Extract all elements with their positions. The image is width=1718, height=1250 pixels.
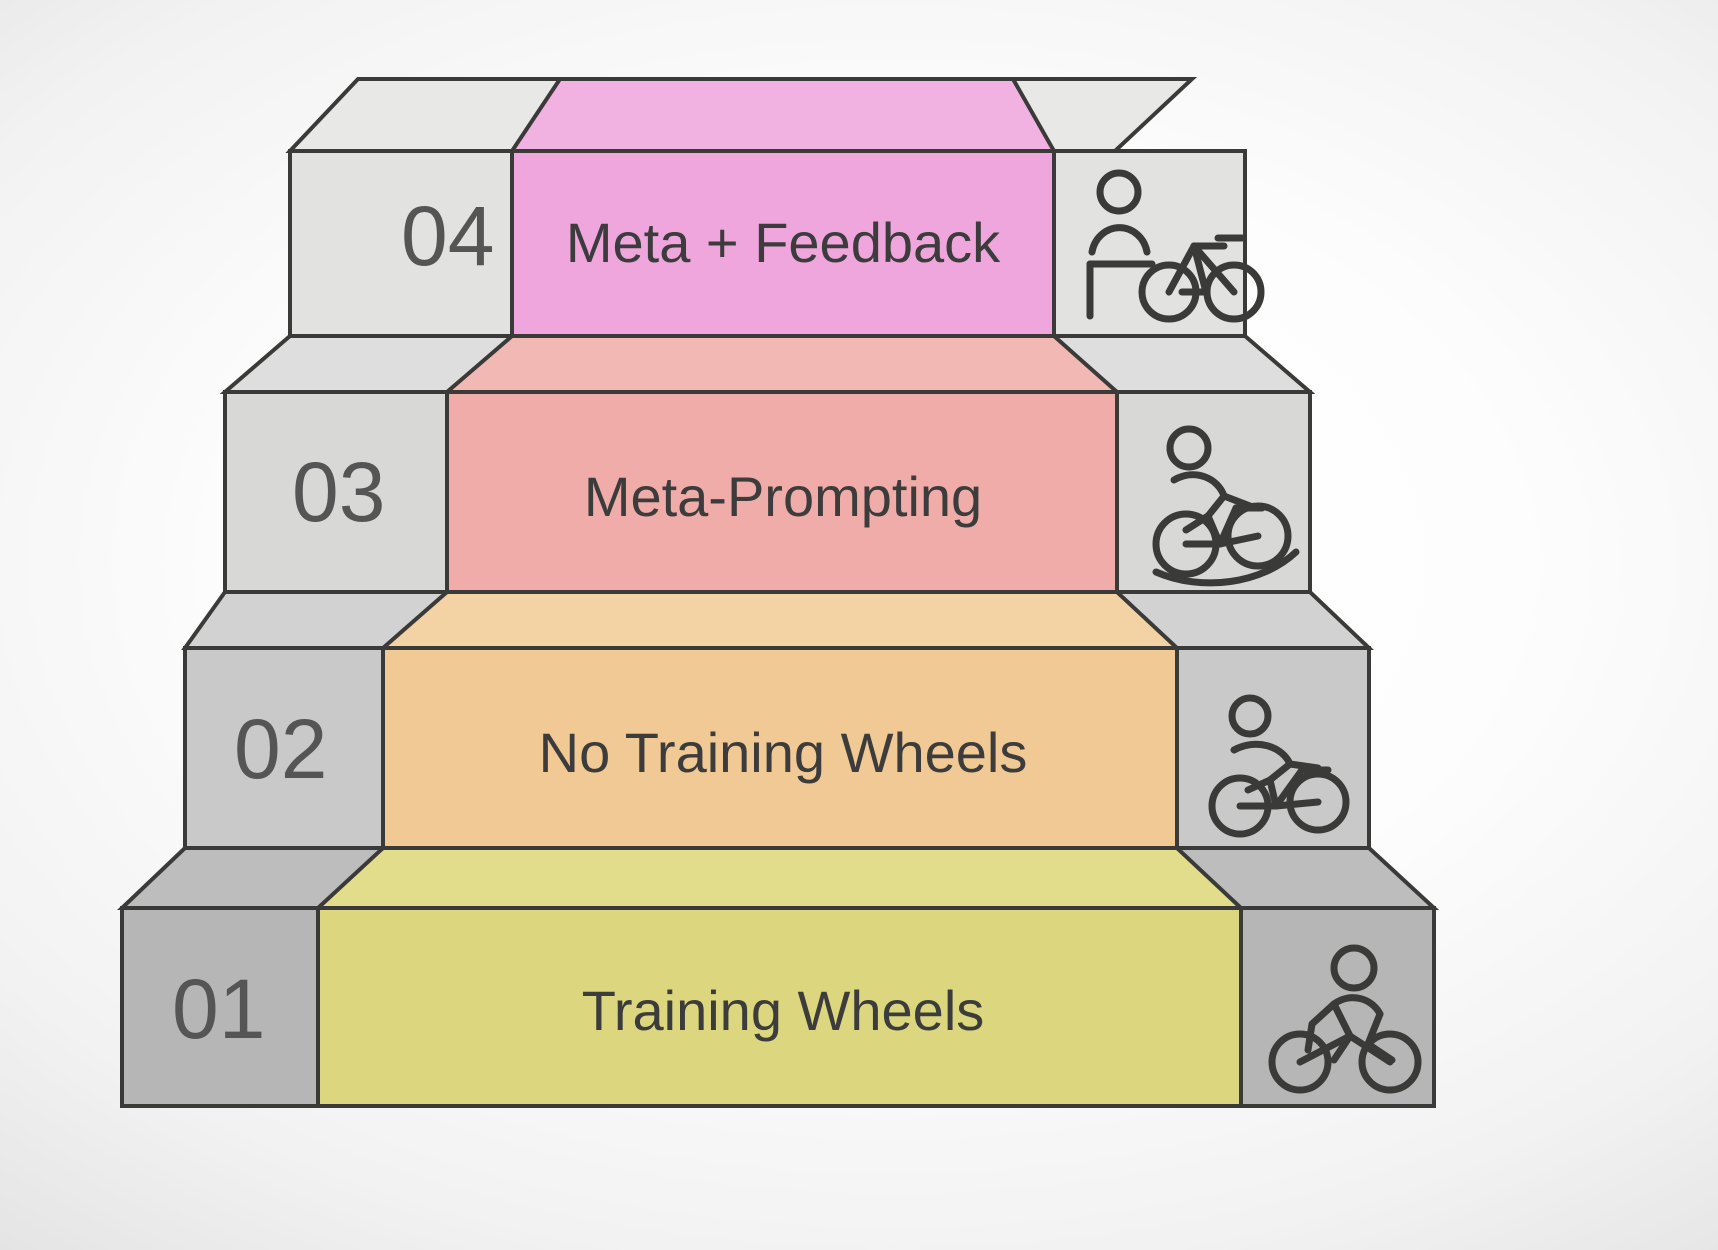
step-03-number: 03 [292,445,385,539]
cyclist-uphill-icon [1152,425,1300,587]
step-03-group[interactable]: 03 Meta-Prompting [219,334,1316,594]
person-standing-with-bicycle-icon [1086,169,1265,323]
step-01-band-top-face [312,846,1247,910]
step-03-band-top-face [441,334,1123,394]
step-01-label: Training Wheels [582,979,985,1042]
step-02-number: 02 [234,702,327,796]
step-02-group[interactable]: 02 No Training Wheels [181,590,1375,850]
step-02-label: No Training Wheels [539,721,1028,784]
step-03-label: Meta-Prompting [584,465,982,528]
step-01-number: 01 [172,962,265,1056]
cyclist-with-training-wheels-icon [1268,944,1422,1094]
step-02-band-top-face [377,590,1183,650]
cyclist-leaning-forward-icon [1208,694,1350,838]
step-04-label: Meta + Feedback [566,211,1001,274]
step-04-band-top-face [508,77,1058,153]
step-04-number: 04 [401,189,494,283]
step-01-group[interactable]: 01 Training Wheels [117,846,1440,1108]
step-04-group[interactable]: 04 Meta + Feedback [285,77,1265,338]
